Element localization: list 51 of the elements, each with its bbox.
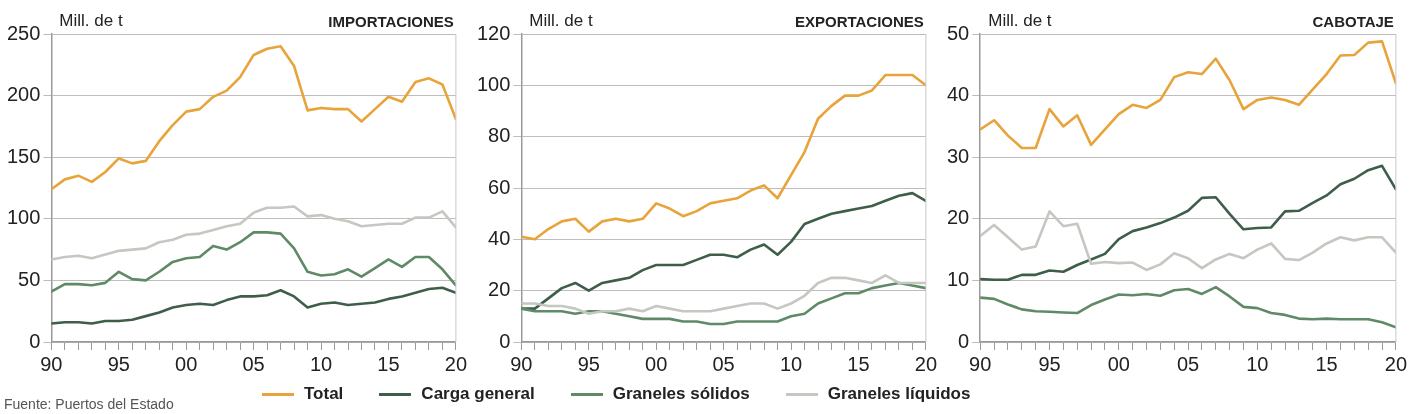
x-tick-label: 95: [107, 352, 130, 375]
legend-label: Graneles líquidos: [827, 384, 971, 404]
y-tick-label: 100: [6, 206, 41, 229]
y-tick-label: 120: [476, 21, 511, 44]
x-tick-label: 20: [1384, 352, 1407, 375]
y-tick-label: 40: [947, 83, 970, 106]
x-tick-label: 95: [577, 352, 600, 375]
y-tick-label: 0: [29, 329, 41, 352]
y-tick-label: 20: [488, 278, 511, 301]
x-tick-label: 20: [444, 352, 467, 375]
y-tick-label: 50: [947, 21, 970, 44]
x-tick-label: 15: [847, 352, 870, 375]
x-tick-label: 90: [40, 352, 63, 375]
x-tick-label: 05: [1176, 352, 1200, 375]
y-axis-title: Mill. de t: [988, 11, 1052, 31]
y-tick-label: 20: [947, 206, 970, 229]
x-tick-label: 00: [1107, 352, 1130, 375]
x-tick-label: 90: [510, 352, 533, 375]
chart-title: CABOTAJE: [1312, 12, 1394, 30]
x-tick-label: 05: [712, 352, 735, 375]
x-tick-label: 10: [779, 352, 803, 375]
x-tick-label: 00: [175, 352, 198, 375]
y-axis-title: Mill. de t: [59, 11, 123, 31]
x-tick-label: 05: [242, 352, 265, 375]
y-tick-label: 250: [6, 21, 41, 44]
chart-title: EXPORTACIONES: [794, 12, 924, 30]
y-tick-label: 0: [958, 329, 970, 352]
source-note: Fuente: Puertos del Estado: [4, 396, 174, 412]
y-tick-label: 50: [18, 267, 41, 290]
legend-label: Total: [304, 384, 344, 404]
legend-label: Carga general: [421, 384, 535, 404]
x-tick-label: 20: [914, 352, 937, 375]
x-tick-label: 15: [1315, 352, 1338, 375]
y-tick-label: 10: [947, 267, 970, 290]
x-tick-label: 10: [1246, 352, 1269, 375]
x-tick-label: 95: [1038, 352, 1061, 375]
y-axis-title: Mill. de t: [529, 11, 593, 31]
y-tick-label: 30: [947, 144, 970, 167]
chart-title: IMPORTACIONES: [328, 12, 454, 30]
y-tick-label: 100: [476, 72, 511, 95]
x-tick-label: 00: [645, 352, 668, 375]
y-tick-label: 200: [6, 83, 41, 106]
x-tick-label: 10: [309, 352, 333, 375]
y-tick-label: 80: [488, 124, 511, 147]
y-tick-label: 60: [488, 175, 511, 198]
y-tick-label: 40: [488, 226, 511, 249]
legend-label: Graneles sólidos: [612, 384, 750, 404]
y-tick-label: 0: [499, 329, 511, 352]
y-tick-label: 150: [6, 144, 41, 167]
x-tick-label: 90: [969, 352, 992, 375]
x-tick-label: 15: [377, 352, 400, 375]
